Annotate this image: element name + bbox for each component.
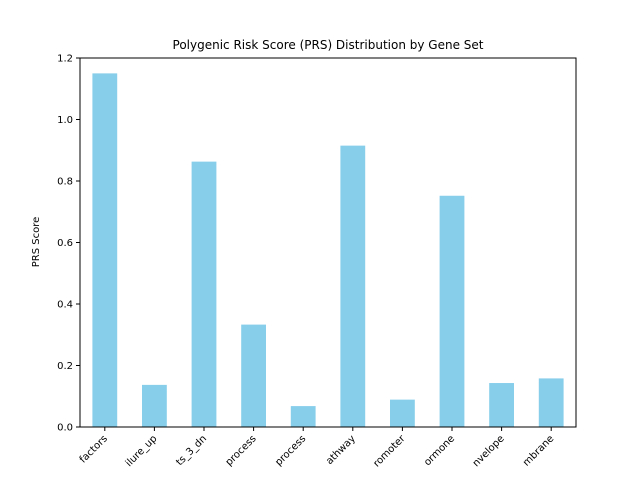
x-tick-label: ilure_up xyxy=(124,433,160,469)
plot-frame xyxy=(79,57,577,428)
x-axis-ticks: factors ilure_up ts_3_dn process process athw… xyxy=(78,427,556,470)
bar-2 xyxy=(142,384,167,427)
y-tick-label: 1.2 xyxy=(57,54,73,65)
x-tick-label: athway xyxy=(324,433,358,467)
x-tick-label: factors xyxy=(78,433,110,465)
y-tick-label: 0.0 xyxy=(57,423,73,434)
bar-9 xyxy=(489,383,514,427)
y-tick-label: 0.4 xyxy=(57,300,73,311)
x-tick-label: romoter xyxy=(371,433,408,470)
bar-1 xyxy=(92,73,118,427)
x-tick-label: process xyxy=(224,433,259,468)
y-axis-ticks: 0.0 0.2 0.4 0.6 0.8 1.0 1.2 xyxy=(57,54,80,434)
bar-7 xyxy=(390,399,415,427)
chart-title: Polygenic Risk Score (PRS) Distribution … xyxy=(173,38,484,52)
bar-4 xyxy=(241,324,266,427)
x-tick-label: ts_3_dn xyxy=(174,433,209,468)
x-tick-label: ormone xyxy=(422,433,457,468)
bars-group xyxy=(92,73,564,427)
x-tick-label: nvelope xyxy=(471,433,507,469)
y-tick-label: 0.6 xyxy=(57,238,73,249)
bar-6 xyxy=(340,145,366,427)
bar-8 xyxy=(439,195,465,427)
x-tick-label: process xyxy=(273,433,308,468)
y-tick-label: 1.0 xyxy=(57,115,73,126)
bar-10 xyxy=(538,378,564,427)
x-tick-label: mbrane xyxy=(521,433,556,468)
bar-5 xyxy=(290,406,316,427)
y-tick-label: 0.8 xyxy=(57,177,73,188)
y-tick-label: 0.2 xyxy=(57,361,73,372)
y-axis-label: PRS Score xyxy=(31,217,42,268)
bar-3 xyxy=(191,161,217,427)
